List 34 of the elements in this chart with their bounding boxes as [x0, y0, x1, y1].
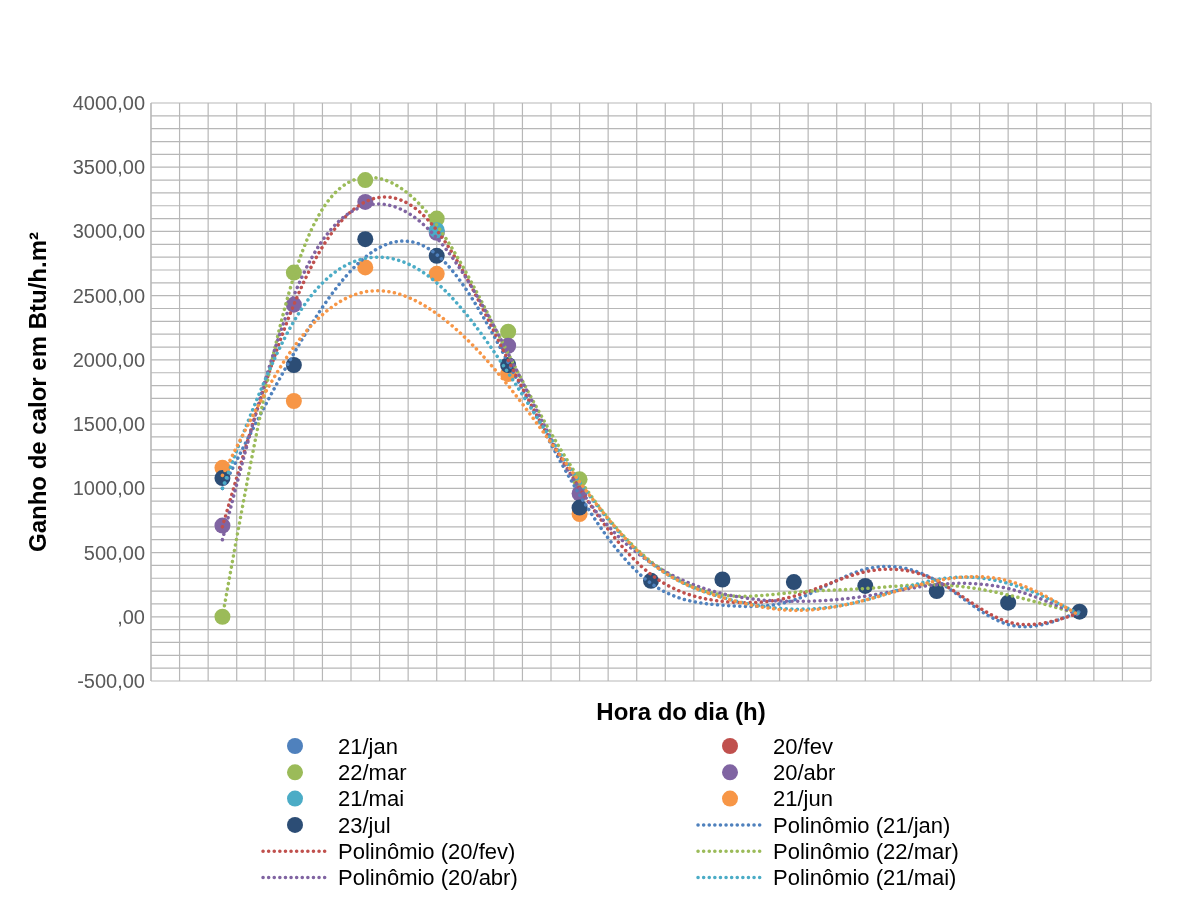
y-tick-label: 1000,00 [72, 477, 145, 500]
point [357, 259, 374, 276]
legend-label: Polinômio (21/mai) [773, 865, 957, 891]
legend-label: 23/jul [338, 812, 391, 838]
point [285, 357, 302, 374]
y-tick-label: -500,00 [77, 670, 145, 692]
legend-label: 20/fev [773, 733, 833, 759]
point [714, 571, 731, 588]
x-axis-title: Hora do dia (h) [596, 698, 766, 725]
point [428, 265, 445, 282]
point [285, 392, 302, 409]
y-tick-label: 2000,00 [72, 348, 145, 371]
point [500, 323, 517, 340]
y-tick-label: 2500,00 [72, 284, 145, 307]
y-tick-label: 3000,00 [72, 220, 145, 243]
legend-label: Polinômio (22/mar) [773, 838, 959, 864]
legend-label: Polinômio (20/abr) [338, 865, 518, 891]
y-tick-label: 4000,00 [72, 92, 145, 114]
point [571, 499, 588, 516]
y-tick-label: ,00 [117, 605, 145, 628]
y-tick-label: 500,00 [83, 541, 145, 564]
point [785, 574, 802, 591]
legend-label: 22/mar [338, 760, 407, 785]
point [1000, 594, 1017, 611]
point [357, 231, 374, 248]
legend-label: 20/abr [773, 760, 836, 785]
legend-label: Polinômio (20/fev) [338, 838, 516, 864]
legend-label: 21/jun [773, 786, 833, 812]
legend-label: 21/jan [338, 733, 398, 759]
legend-label: Polinômio (21/jan) [773, 812, 951, 838]
y-axis-title: Ganho de calor em Btu/h.m² [24, 231, 51, 553]
legend-label: 21/mai [338, 786, 405, 812]
y-tick-label: 1500,00 [72, 413, 145, 436]
y-tick-label: 3500,00 [72, 156, 145, 179]
